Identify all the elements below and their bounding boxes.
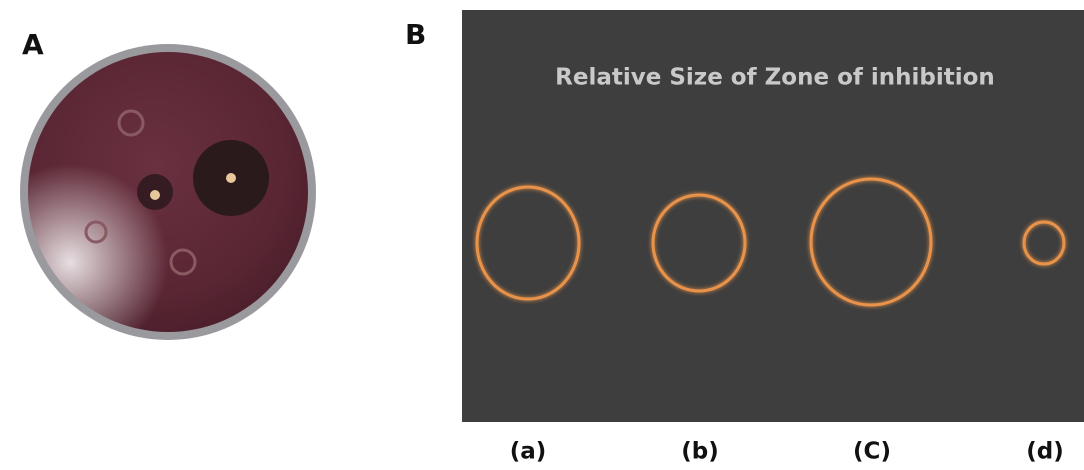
zone-label: (a) — [510, 439, 547, 465]
petri-dish — [20, 44, 316, 340]
panel-label: B — [405, 18, 426, 51]
diagram-title: Relative Size of Zone of inhibition — [555, 65, 995, 91]
figure: A B Relative Size of Zone of inhibition … — [0, 0, 1084, 470]
panel-label: A — [22, 28, 44, 61]
zone-label: (d) — [1026, 439, 1064, 465]
zone-label: (b) — [681, 439, 719, 465]
zone-label: (C) — [853, 439, 891, 465]
disc — [150, 190, 160, 200]
disc — [226, 173, 236, 183]
